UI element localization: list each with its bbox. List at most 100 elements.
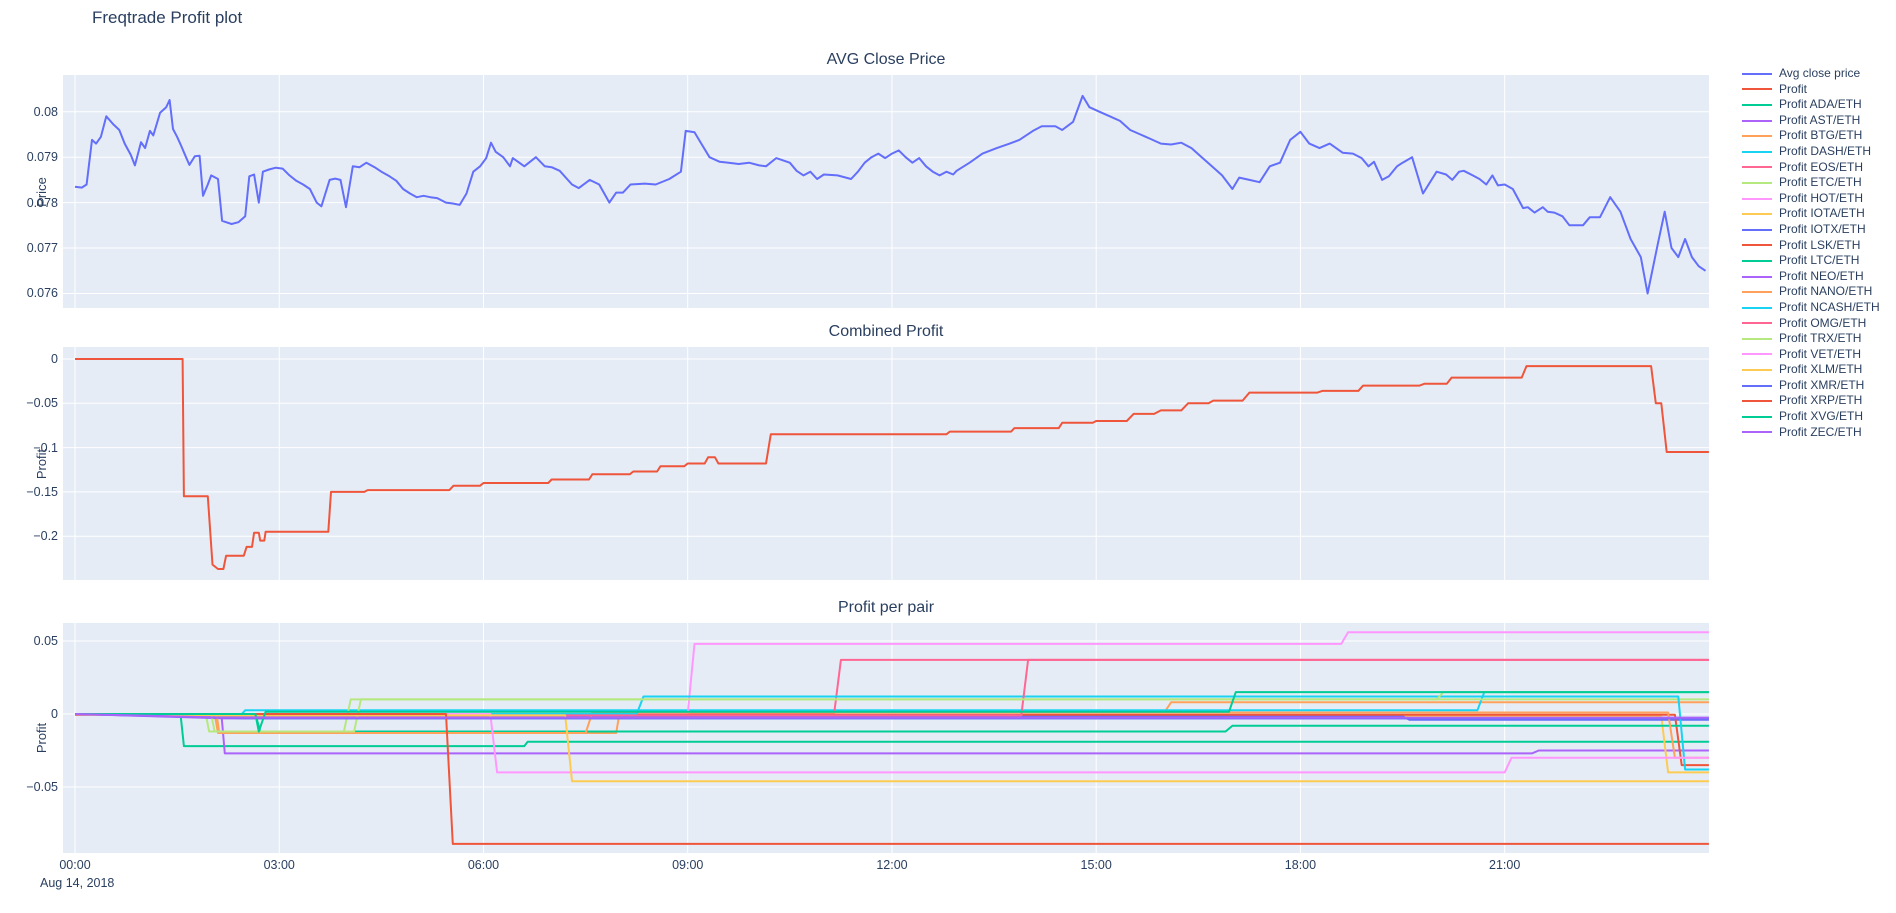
legend-line-sample [1742, 72, 1772, 75]
xtick-label: 06:00 [467, 858, 500, 872]
legend-line-sample [1742, 369, 1772, 372]
legend-label: Profit ETC/ETH [1779, 175, 1862, 190]
legend-item-profit-dash-eth[interactable]: Profit DASH/ETH [1742, 144, 1880, 160]
legend-line-sample [1742, 181, 1772, 184]
legend-label: Profit EOS/ETH [1779, 159, 1864, 174]
legend-line-sample [1742, 244, 1772, 247]
legend-item-profit-vet-eth[interactable]: Profit VET/ETH [1742, 347, 1880, 363]
legend-item-profit-omg-eth[interactable]: Profit OMG/ETH [1742, 316, 1880, 332]
legend-label: Profit ADA/ETH [1779, 97, 1862, 112]
legend-item-profit-ast-eth[interactable]: Profit AST/ETH [1742, 113, 1880, 129]
legend-line-sample [1742, 353, 1772, 356]
legend-line-sample [1742, 415, 1772, 418]
legend-item-profit-eos-eth[interactable]: Profit EOS/ETH [1742, 160, 1880, 176]
price-plot-background [63, 75, 1709, 308]
legend-item-profit-iota-eth[interactable]: Profit IOTA/ETH [1742, 206, 1880, 222]
legend-item-profit-neo-eth[interactable]: Profit NEO/ETH [1742, 269, 1880, 285]
legend-item-avg-close-price[interactable]: Avg close price [1742, 66, 1880, 82]
subplot-title-price: AVG Close Price [826, 51, 946, 68]
xtick-label: 03:00 [263, 858, 295, 872]
legend-item-profit-xrp-eth[interactable]: Profit XRP/ETH [1742, 393, 1880, 409]
price-ytick-label: 0.079 [26, 150, 58, 165]
legend: Avg close price Profit Profit ADA/ETH Profi… [1742, 66, 1880, 440]
legend-item-profit-xvg-eth[interactable]: Profit XVG/ETH [1742, 409, 1880, 425]
legend-item-profit-trx-eth[interactable]: Profit TRX/ETH [1742, 331, 1880, 347]
legend-item-profit-hot-eth[interactable]: Profit HOT/ETH [1742, 191, 1880, 207]
subplot-title-pairs: Profit per pair [837, 599, 935, 616]
legend-label: Profit XLM/ETH [1779, 362, 1863, 377]
legend-label: Profit XRP/ETH [1779, 393, 1863, 408]
series-profit-zec-eth [74, 713, 1709, 719]
legend-label: Profit XVG/ETH [1779, 409, 1864, 424]
legend-item-profit-ncash-eth[interactable]: Profit NCASH/ETH [1742, 300, 1880, 316]
legend-label: Profit LSK/ETH [1779, 237, 1861, 252]
combined-ytick-label: −0.15 [26, 484, 58, 499]
price-ytick-label: 0.08 [33, 104, 58, 119]
legend-item-profit-iotx-eth[interactable]: Profit IOTX/ETH [1742, 222, 1880, 238]
legend-line-sample [1742, 431, 1772, 434]
legend-item-profit-lsk-eth[interactable]: Profit LSK/ETH [1742, 238, 1880, 254]
legend-line-sample [1742, 166, 1772, 169]
xtick-label: 15:00 [1080, 858, 1112, 872]
price-yaxis-title: Price [34, 176, 49, 207]
legend-line-sample [1742, 400, 1772, 403]
legend-item-profit[interactable]: Profit [1742, 82, 1880, 98]
legend-line-sample [1742, 197, 1772, 200]
xtick-label: 21:00 [1489, 858, 1521, 872]
legend-item-profit-nano-eth[interactable]: Profit NANO/ETH [1742, 284, 1880, 300]
legend-label: Profit BTG/ETH [1779, 128, 1863, 143]
legend-label: Profit [1779, 81, 1808, 96]
legend-label: Profit VET/ETH [1779, 346, 1862, 361]
legend-label: Profit DASH/ETH [1779, 143, 1872, 158]
pairs-ytick-label: 0.05 [33, 633, 58, 648]
price-ytick-label: 0.078 [26, 195, 58, 210]
legend-item-profit-etc-eth[interactable]: Profit ETC/ETH [1742, 175, 1880, 191]
legend-line-sample [1742, 135, 1772, 138]
legend-label: Avg close price [1779, 66, 1861, 80]
xtick-label: 12:00 [876, 858, 908, 872]
legend-label: Profit TRX/ETH [1779, 331, 1862, 346]
legend-label: Profit IOTA/ETH [1779, 206, 1865, 221]
legend-line-sample [1742, 291, 1772, 294]
legend-label: Profit AST/ETH [1779, 112, 1861, 127]
legend-label: Profit IOTX/ETH [1779, 221, 1866, 236]
combined-ytick-label: 0 [51, 351, 58, 366]
legend-label: Profit NCASH/ETH [1779, 299, 1880, 314]
legend-label: Profit HOT/ETH [1779, 190, 1864, 205]
legend-item-profit-zec-eth[interactable]: Profit ZEC/ETH [1742, 425, 1880, 441]
legend-item-profit-xlm-eth[interactable]: Profit XLM/ETH [1742, 362, 1880, 378]
series-avg-close-price [74, 94, 1707, 295]
legend-item-profit-btg-eth[interactable]: Profit BTG/ETH [1742, 128, 1880, 144]
legend-item-profit-xmr-eth[interactable]: Profit XMR/ETH [1742, 378, 1880, 394]
legend-label: Profit LTC/ETH [1779, 253, 1860, 268]
legend-line-sample [1742, 103, 1772, 106]
xtick-label: 09:00 [672, 858, 704, 872]
series-profit [75, 358, 1709, 570]
legend-item-profit-ada-eth[interactable]: Profit ADA/ETH [1742, 97, 1880, 113]
legend-line-sample [1742, 384, 1772, 387]
legend-line-sample [1742, 337, 1772, 340]
pairs-yaxis-title: Profit [34, 722, 49, 754]
combined-yaxis-title: Profit [34, 448, 49, 479]
legend-line-sample [1742, 306, 1772, 309]
legend-line-sample [1742, 213, 1772, 216]
legend-label: Profit NEO/ETH [1779, 268, 1864, 283]
xaxis-date-label: Aug 14, 2018 [40, 876, 115, 890]
xtick-label: 00:00 [59, 858, 91, 872]
legend-line-sample [1742, 322, 1772, 325]
legend-line-sample [1742, 275, 1772, 278]
price-ytick-label: 0.077 [26, 241, 58, 256]
price-ytick-label: 0.076 [26, 286, 58, 301]
combined-plot-background [63, 347, 1709, 580]
combined-ytick-label: −0.2 [33, 529, 58, 544]
pairs-ytick-label: −0.05 [26, 779, 58, 794]
subplot-title-combined: Combined Profit [828, 323, 944, 340]
series-profit-xrp-eth [75, 713, 1709, 845]
legend-line-sample [1742, 150, 1772, 153]
figure-title: Freqtrade Profit plot [92, 8, 243, 27]
legend-item-profit-ltc-eth[interactable]: Profit LTC/ETH [1742, 253, 1880, 269]
xtick-label: 18:00 [1284, 858, 1317, 872]
legend-label: Profit NANO/ETH [1779, 284, 1873, 299]
